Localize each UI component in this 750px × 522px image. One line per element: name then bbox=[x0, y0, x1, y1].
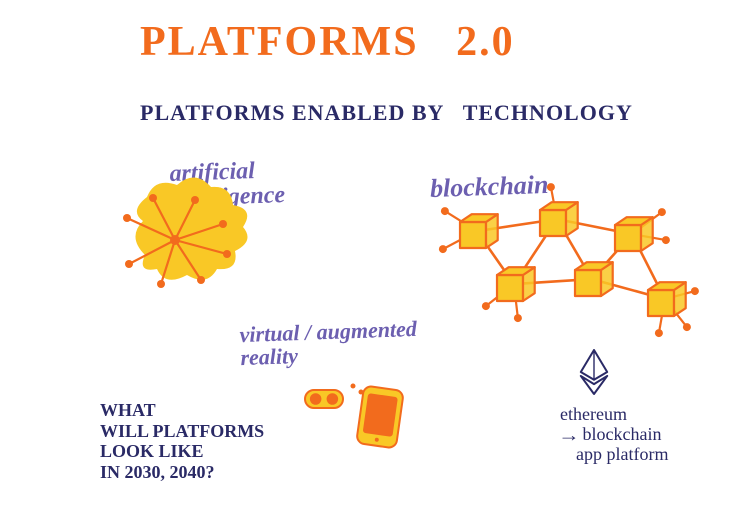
ethereum-logo-icon bbox=[581, 350, 607, 394]
ai-neuron-icon bbox=[123, 177, 248, 288]
blockchain-network-icon bbox=[439, 183, 699, 337]
artwork-layer bbox=[0, 0, 750, 522]
infographic-stage: PLATFORMS 2.0 PLATFORMS ENABLED BY TECHN… bbox=[0, 0, 750, 522]
vr-gear-icon bbox=[305, 384, 404, 449]
